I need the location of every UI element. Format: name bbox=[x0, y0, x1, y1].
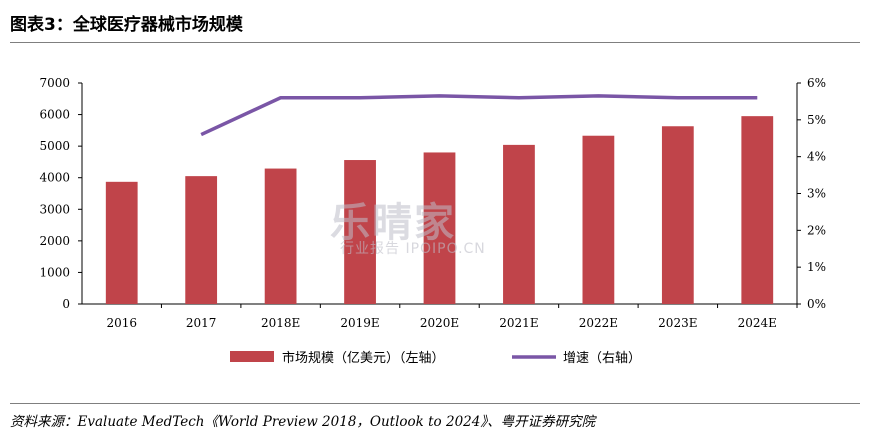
right-tick-label: 4% bbox=[807, 150, 826, 164]
bar-2016 bbox=[105, 181, 138, 304]
left-tick-label: 7000 bbox=[39, 76, 70, 90]
left-tick-label: 0 bbox=[62, 297, 70, 311]
bar-2018E bbox=[264, 168, 297, 304]
right-tick-label: 5% bbox=[807, 113, 826, 127]
legend-label-bar: 市场规模（亿美元）（左轴） bbox=[282, 350, 445, 366]
watermark-subtext: 行业报告 IPOIPO.CN bbox=[340, 241, 486, 257]
source-note: 资料来源：Evaluate MedTech《World Preview 2018… bbox=[10, 414, 596, 430]
right-tick-label: 6% bbox=[807, 76, 826, 90]
left-tick-label: 1000 bbox=[39, 265, 70, 279]
bar-2019E bbox=[344, 160, 376, 304]
source-divider bbox=[10, 403, 860, 404]
x-tick-label: 2017 bbox=[186, 316, 217, 330]
left-tick-label: 2000 bbox=[39, 234, 70, 248]
x-tick-label: 2023E bbox=[658, 316, 697, 330]
left-tick-label: 3000 bbox=[39, 202, 70, 216]
x-tick-label: 2024E bbox=[738, 316, 777, 330]
right-tick-label: 1% bbox=[807, 260, 826, 274]
bar-2023E bbox=[661, 126, 694, 304]
left-tick-label: 4000 bbox=[39, 171, 70, 185]
watermark-text: 乐晴家 bbox=[330, 200, 456, 246]
title-divider bbox=[10, 42, 860, 43]
bar-2017 bbox=[185, 176, 218, 304]
right-tick-label: 3% bbox=[807, 187, 826, 201]
x-tick-label: 2020E bbox=[420, 316, 459, 330]
x-tick-label: 2021E bbox=[499, 316, 538, 330]
page-title: 图表3：全球医疗器械市场规模 bbox=[10, 15, 243, 35]
x-tick-label: 2018E bbox=[261, 316, 300, 330]
right-tick-label: 0% bbox=[807, 297, 826, 311]
bar-2022E bbox=[582, 135, 615, 304]
right-tick-label: 2% bbox=[807, 223, 826, 237]
bar-2020E bbox=[423, 152, 456, 304]
legend-label-line: 增速（右轴） bbox=[563, 351, 641, 366]
x-tick-label: 2016 bbox=[106, 316, 137, 330]
x-tick-label: 2019E bbox=[340, 316, 379, 330]
bar-2024E bbox=[741, 116, 774, 305]
bar-2021E bbox=[503, 144, 535, 304]
left-tick-label: 5000 bbox=[39, 139, 70, 153]
legend-swatch-bar bbox=[230, 351, 274, 362]
x-tick-label: 2022E bbox=[579, 316, 618, 330]
left-tick-label: 6000 bbox=[39, 108, 70, 122]
growth-line bbox=[200, 94, 758, 137]
